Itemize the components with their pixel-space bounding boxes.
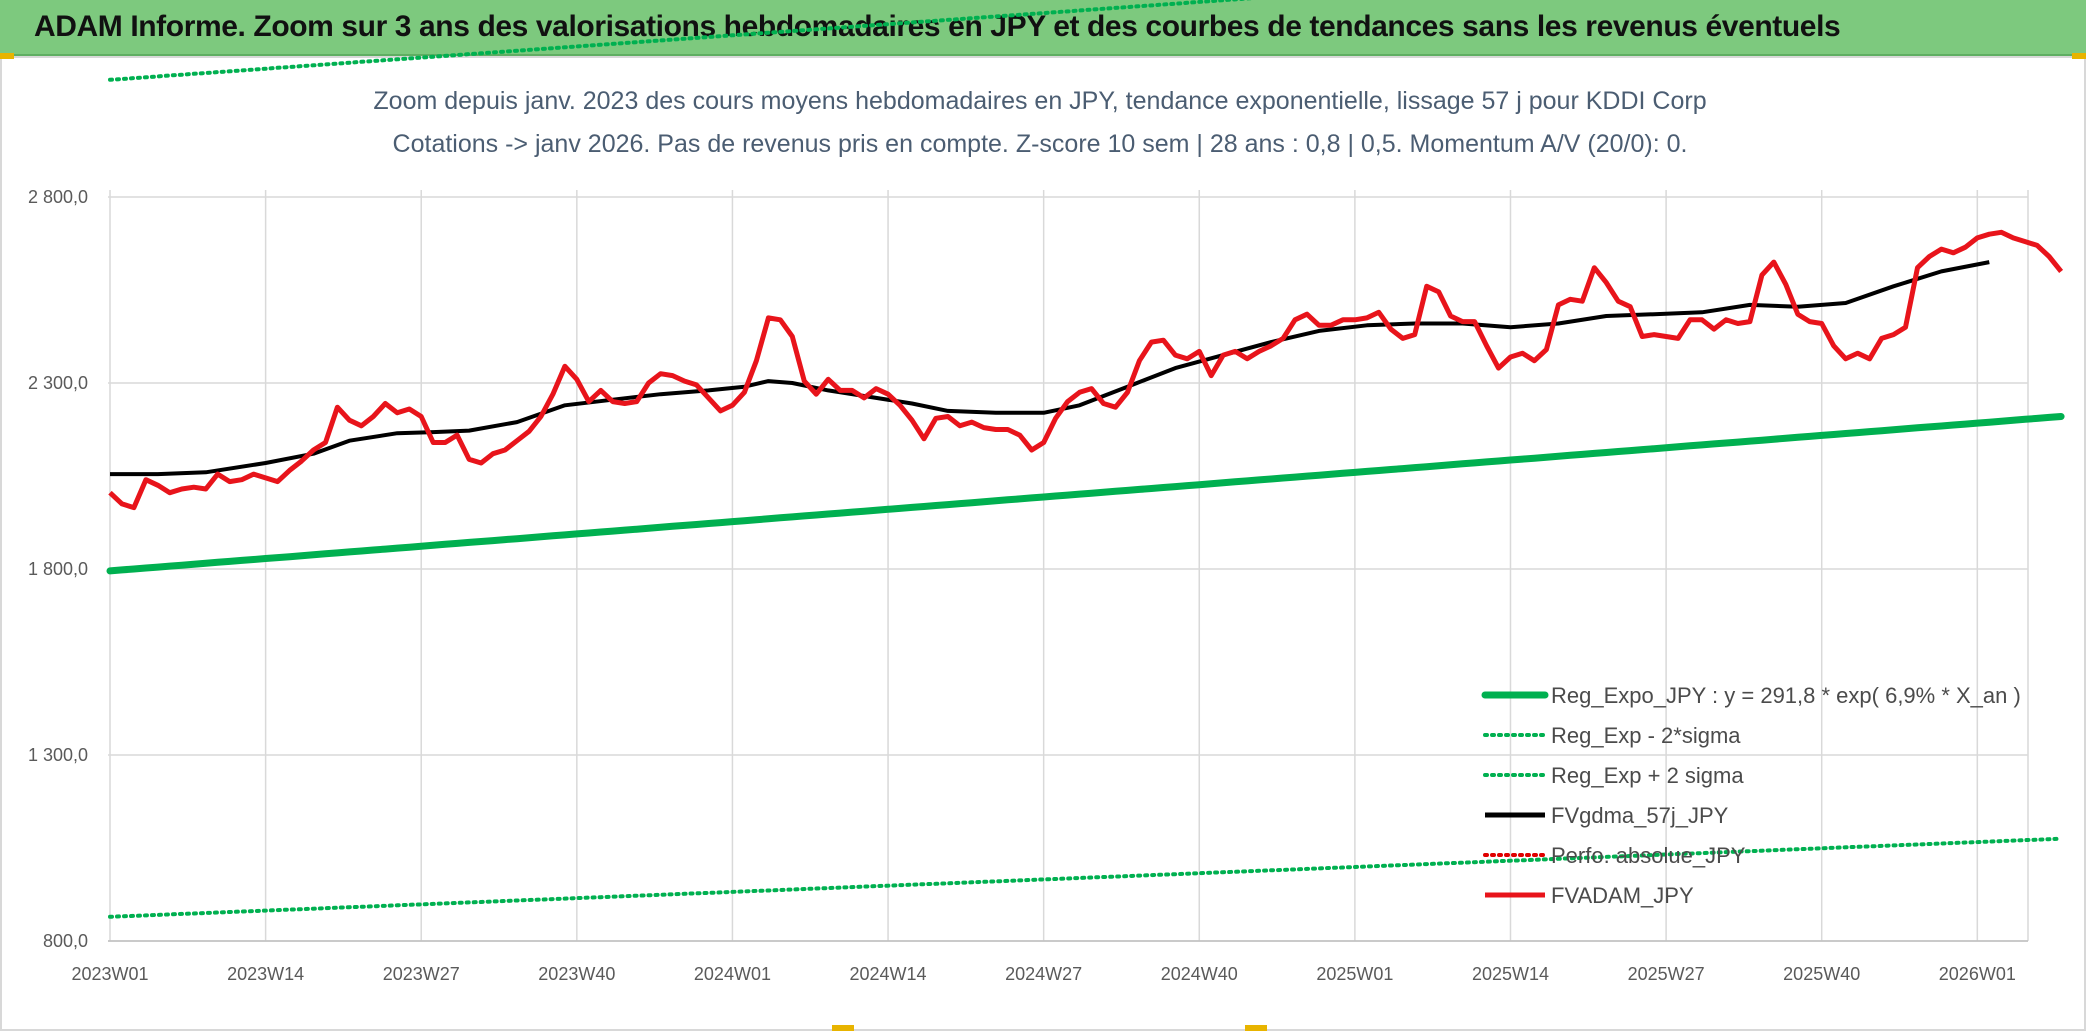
y-tick-label: 1 800,0 [28, 559, 88, 579]
x-tick-label: 2025W01 [1316, 964, 1393, 984]
x-tick-label: 2026W01 [1939, 964, 2016, 984]
chart-frame [0, 56, 2086, 1031]
series-line-reg-exp [108, 0, 1255, 82]
y-tick-label: 2 800,0 [28, 187, 88, 207]
chart-grid [108, 190, 2029, 942]
x-tick-label: 2024W40 [1161, 964, 1238, 984]
series-line-reg-exp [108, 836, 2064, 919]
chart-legend: Reg_Expo_JPY : y = 291,8 * exp( 6,9% * X… [1481, 683, 2021, 908]
x-tick-label: 2023W40 [538, 964, 615, 984]
x-tick-label: 2023W27 [383, 964, 460, 984]
report-title: ADAM Informe. Zoom sur 3 ans des valoris… [34, 10, 1841, 43]
x-tick-label: 2023W01 [71, 964, 148, 984]
chart-title-background [375, 80, 1705, 170]
legend-label: FVgdma_57j_JPY [1551, 803, 1729, 828]
series-line-fvadam-jpy [108, 229, 2064, 511]
y-tick-label: 800,0 [43, 931, 88, 951]
y-axis: 800,0 1 300,0 1 800,0 2 300,0 2 800,0 [28, 187, 88, 951]
frame-corner-marker [0, 53, 14, 59]
legend-label: FVADAM_JPY [1551, 883, 1694, 908]
x-tick-label: 2024W14 [850, 964, 927, 984]
legend-label: Perfo. absolue_JPY [1551, 843, 1746, 868]
series-line-fvgdma-57j-jpy [110, 260, 1990, 477]
legend-label: Reg_Expo_JPY : y = 291,8 * exp( 6,9% * X… [1551, 683, 2021, 708]
x-axis: 2023W01 2023W14 2023W27 2023W40 2024W01 2024W… [71, 940, 2028, 984]
chart-series [106, 0, 2065, 919]
chart-title-block: Zoom depuis janv. 2023 des cours moyens … [373, 80, 1707, 170]
frame-corner-marker [1245, 1025, 1267, 1031]
x-tick-label: 2023W14 [227, 964, 304, 984]
x-tick-label: 2025W14 [1472, 964, 1549, 984]
x-tick-label: 2024W01 [694, 964, 771, 984]
x-tick-label: 2025W40 [1783, 964, 1860, 984]
chart-title-line-1: Zoom depuis janv. 2023 des cours moyens … [373, 87, 1706, 115]
y-tick-label: 1 300,0 [28, 745, 88, 765]
legend-label: Reg_Exp - 2*sigma [1551, 723, 1741, 748]
series-line-reg-expo-jpy [106, 413, 2065, 575]
report-banner: ADAM Informe. Zoom sur 3 ans des valoris… [0, 0, 2086, 56]
chart-title-line-2: Cotations -> janv 2026. Pas de revenus p… [393, 130, 1688, 158]
y-tick-label: 2 300,0 [28, 373, 88, 393]
frame-corner-marker [832, 1025, 854, 1031]
legend-label: Reg_Exp + 2 sigma [1551, 763, 1744, 788]
frame-corner-marker [2072, 53, 2086, 59]
x-tick-label: 2025W27 [1628, 964, 1705, 984]
x-tick-label: 2024W27 [1005, 964, 1082, 984]
